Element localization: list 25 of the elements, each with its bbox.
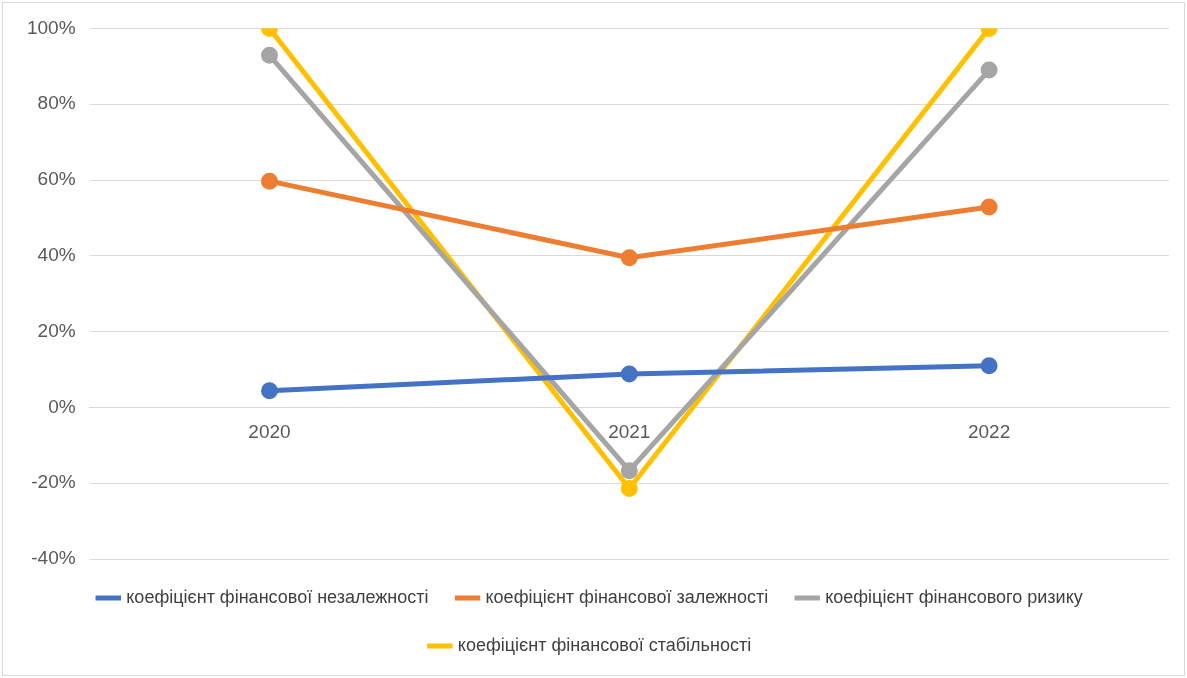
legend-label: коефіцієнт фінансової незалежності [126,586,429,607]
point [620,480,638,498]
point [620,365,638,383]
y-tick-label: 100% [26,16,76,38]
y-tick-label: 60% [37,168,76,190]
legend-label: коефіцієнт фінансового ризику [825,586,1083,607]
point [980,357,998,375]
x-tick-label: 2020 [248,421,291,443]
y-tick-label: -20% [31,471,76,493]
point [980,61,998,79]
point [620,249,638,267]
legend-label: коефіцієнт фінансової залежності [485,586,769,607]
legend-label: коефіцієнт фінансової стабільності [457,634,752,655]
y-tick-label: -40% [31,547,76,569]
point [261,382,278,400]
y-tick-label: 40% [37,244,76,266]
y-tick-label: 20% [37,319,76,341]
x-tick-label: 2021 [608,421,651,443]
x-tick-label: 2022 [967,421,1011,443]
y-tick-label: 0% [48,395,76,417]
point [980,198,998,216]
y-tick-label: 80% [37,92,76,114]
point [261,172,278,190]
point [620,462,638,480]
point [261,46,278,64]
